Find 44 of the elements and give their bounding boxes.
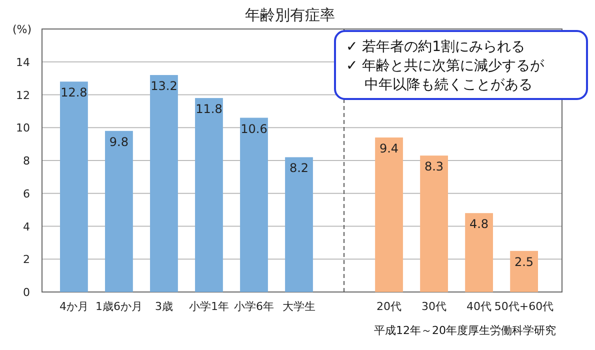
x-tick-label: 20代 (376, 300, 402, 313)
data-label: 8.3 (424, 160, 444, 174)
data-label: 11.8 (196, 102, 222, 116)
callout-box: ✓ 若年者の約1割にみられる ✓ 年齢と共に次第に減少するが中年以降も続くことがある (334, 30, 588, 100)
x-tick-label: 50代+60代 (494, 300, 554, 313)
bar (465, 213, 493, 292)
data-label: 4.8 (469, 217, 489, 232)
y-tick-label: 2 (23, 253, 30, 266)
bar (375, 137, 403, 292)
bar (60, 82, 88, 292)
y-tick-label: 4 (23, 220, 30, 234)
bar (510, 250, 538, 292)
x-tick-label: 30代 (422, 300, 447, 313)
text: 平成12年～20年度厚生労働科学研究 (374, 324, 556, 337)
bar (285, 157, 313, 292)
bar (150, 75, 178, 292)
y-tick-label: 10 (16, 122, 30, 135)
y-tick-label: 0 (23, 286, 30, 299)
x-tick-label: 小学6年 (234, 300, 274, 313)
x-tick-label: 小学1年 (188, 300, 229, 313)
data-label: 2.5 (514, 254, 534, 269)
data-label: 10.6 (240, 122, 268, 136)
y-tick-label: 6 (23, 187, 30, 200)
x-tick-label: 3歳 (154, 300, 173, 313)
data-label: 9.4 (379, 141, 399, 156)
bar (105, 130, 133, 292)
y-tick-label: 14 (16, 56, 30, 69)
bar (240, 118, 268, 292)
data-label: 12.8 (60, 86, 88, 100)
annotation: ✓ 年齢と共に次第に減少するが中年以降も続くことがある (346, 58, 546, 93)
data-label: 8.2 (289, 161, 309, 176)
annotation: ✓ 若年者の約1割にみられる (346, 39, 526, 55)
y-tick-label: 8 (23, 154, 30, 168)
bar (195, 98, 223, 292)
y-axis-title: (%) (12, 23, 32, 36)
y-tick-label: 12 (16, 88, 30, 102)
x-tick-label: 4か月 (59, 300, 88, 313)
bar (420, 156, 448, 292)
x-tick-label: 大学生 (282, 300, 316, 313)
data-label: 9.8 (109, 134, 129, 149)
x-tick-label: 1歳6か月 (95, 300, 142, 313)
data-label: 13.2 (150, 79, 178, 94)
chart-title: 年齢別有症率 (245, 6, 335, 24)
x-tick-label: 40代 (466, 300, 492, 313)
